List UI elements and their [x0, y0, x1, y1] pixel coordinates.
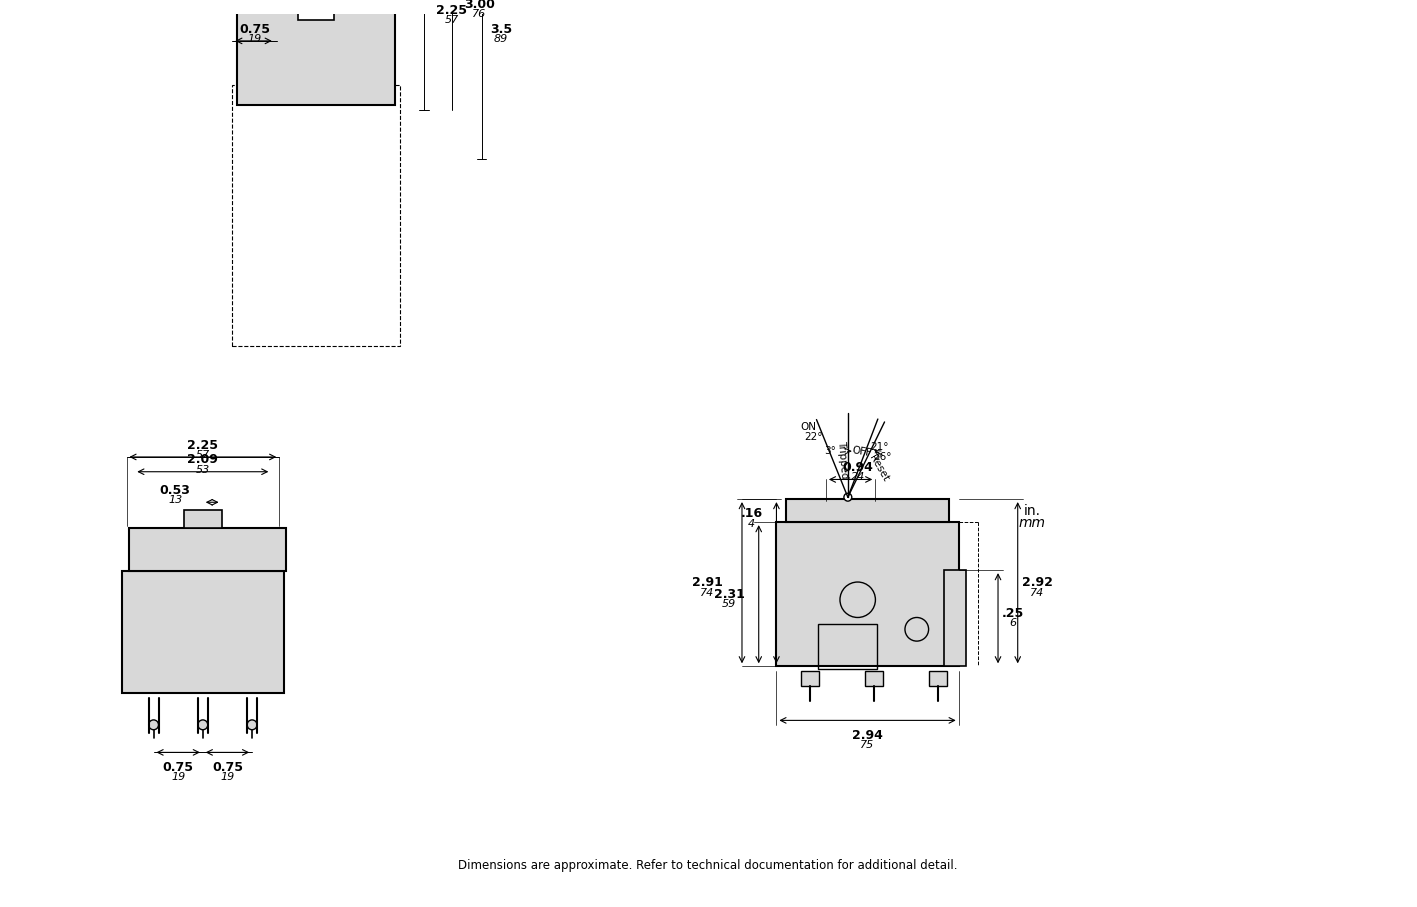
Bar [306, 0, 326, 5]
Bar [786, 499, 949, 522]
Text: 75: 75 [860, 740, 874, 750]
Text: 74: 74 [1030, 588, 1044, 598]
Text: 57: 57 [445, 15, 459, 25]
Text: OFF: OFF [852, 444, 873, 458]
Text: .25: .25 [1002, 607, 1024, 619]
Text: 53: 53 [196, 464, 210, 474]
Bar [122, 571, 283, 693]
Bar [129, 528, 286, 571]
Text: 2.25: 2.25 [187, 439, 218, 452]
Text: Reset: Reset [867, 454, 891, 483]
Text: 2.09: 2.09 [187, 454, 218, 466]
Bar [801, 671, 819, 686]
Text: 24: 24 [850, 473, 864, 483]
Text: 13: 13 [169, 495, 183, 505]
Bar [232, 85, 400, 346]
Text: 19: 19 [220, 772, 235, 782]
Bar [299, 0, 334, 20]
Text: 2.92: 2.92 [1022, 576, 1053, 590]
Circle shape [149, 720, 159, 730]
Text: 0.94: 0.94 [842, 461, 873, 474]
Text: 0.75: 0.75 [213, 761, 242, 774]
Bar [237, 0, 395, 105]
Circle shape [845, 493, 852, 502]
Text: in.: in. [1024, 504, 1041, 518]
Text: 4: 4 [748, 519, 755, 529]
Text: 3.00: 3.00 [465, 0, 495, 11]
Text: 2.25: 2.25 [436, 4, 468, 17]
Text: 59: 59 [723, 599, 737, 610]
Text: 74: 74 [700, 588, 714, 598]
Text: 19: 19 [171, 772, 186, 782]
Text: Dimensions are approximate. Refer to technical documentation for additional deta: Dimensions are approximate. Refer to tec… [458, 859, 958, 873]
Text: 76: 76 [472, 9, 486, 19]
Circle shape [198, 720, 208, 730]
Text: 57: 57 [196, 450, 210, 460]
Text: 3.5: 3.5 [490, 23, 513, 35]
Bar [777, 522, 959, 667]
Bar [818, 624, 877, 668]
Text: 0.75: 0.75 [239, 23, 271, 35]
Text: 0.53: 0.53 [160, 484, 191, 497]
Bar [184, 510, 221, 528]
Text: 19: 19 [248, 34, 262, 44]
Text: 2.94: 2.94 [852, 728, 883, 742]
Text: .16: .16 [741, 507, 762, 521]
Text: 0.75: 0.75 [163, 761, 194, 774]
Text: 26°: 26° [873, 452, 891, 462]
Text: mm: mm [1019, 516, 1046, 530]
Text: 2.91: 2.91 [691, 576, 723, 590]
Text: 2.31: 2.31 [714, 588, 744, 600]
Text: Tripped: Tripped [836, 440, 850, 479]
Text: 6: 6 [1009, 619, 1016, 629]
Circle shape [247, 720, 256, 730]
Bar [864, 671, 883, 686]
Bar [930, 671, 947, 686]
Text: 89: 89 [495, 34, 509, 44]
Text: ON: ON [801, 423, 816, 433]
Text: 22°: 22° [803, 432, 823, 442]
Text: 3°: 3° [825, 446, 836, 456]
Bar [944, 571, 966, 667]
Text: 21°: 21° [870, 442, 888, 452]
